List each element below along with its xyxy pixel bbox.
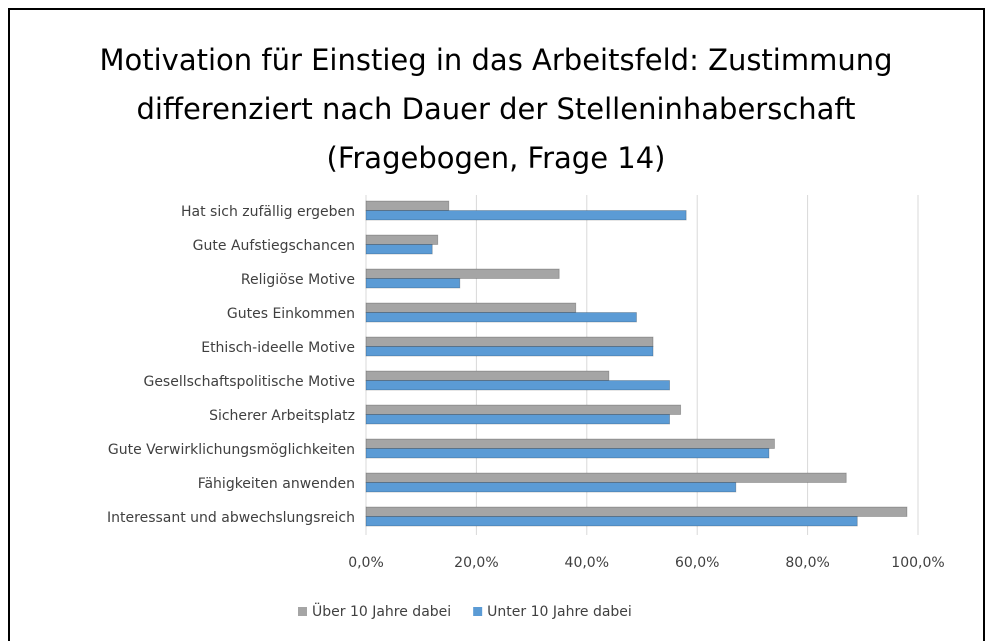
chart-title: Motivation für Einstieg in das Arbeitsfe… [99, 43, 892, 77]
chart-title: differenziert nach Dauer der Stelleninha… [137, 92, 856, 126]
bar [365, 234, 439, 245]
category-label: Hat sich zufällig ergeben [181, 204, 355, 220]
legend-swatch [473, 607, 483, 616]
category-label: Interessant und abwechslungsreich [107, 510, 355, 526]
bar [365, 414, 671, 425]
x-tick-label: 100,0% [891, 555, 944, 571]
bar [365, 438, 775, 449]
x-tick-label: 80,0% [785, 555, 829, 571]
chart-title: (Fragebogen, Frage 14) [327, 141, 666, 175]
bar [365, 210, 687, 221]
bar [365, 370, 610, 381]
category-label: Gute Aufstiegschancen [193, 238, 355, 254]
bar [365, 404, 682, 415]
category-label: Gute Verwirklichungsmöglichkeiten [108, 442, 355, 458]
legend-swatch [298, 607, 307, 616]
category-label: Gutes Einkommen [227, 306, 355, 322]
bar [365, 506, 908, 517]
category-label: Gesellschaftspolitische Motive [143, 374, 355, 390]
bar [365, 336, 654, 347]
legend-label: Über 10 Jahre dabei [312, 602, 451, 620]
category-label: Sicherer Arbeitsplatz [209, 408, 355, 424]
x-tick-label: 0,0% [348, 555, 384, 571]
bar [365, 312, 637, 323]
bar [365, 346, 654, 357]
x-tick-label: 60,0% [675, 555, 719, 571]
chart-border [8, 8, 985, 641]
bar [365, 244, 433, 255]
x-tick-label: 20,0% [454, 555, 498, 571]
bar [365, 302, 577, 313]
bar [365, 380, 671, 391]
bar [365, 200, 450, 211]
bar [365, 448, 770, 459]
category-label: Religiöse Motive [241, 272, 355, 288]
x-tick-label: 40,0% [565, 555, 609, 571]
bar [365, 516, 858, 527]
bar [365, 268, 560, 279]
category-label: Ethisch-ideelle Motive [201, 340, 355, 356]
bar [365, 472, 847, 483]
category-label: Fähigkeiten anwenden [198, 476, 355, 492]
legend-label: Unter 10 Jahre dabei [487, 604, 632, 620]
bar [365, 482, 737, 493]
bar [365, 278, 461, 289]
